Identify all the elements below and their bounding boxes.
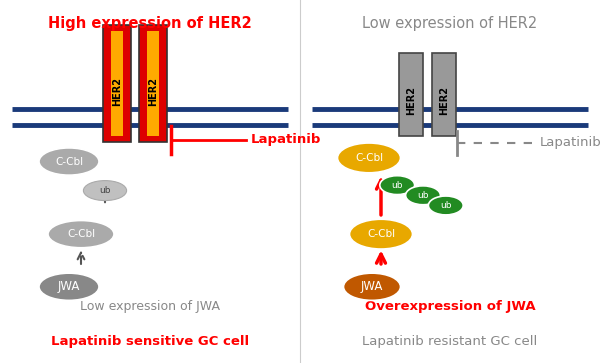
Ellipse shape bbox=[39, 148, 99, 175]
Text: HER2: HER2 bbox=[112, 77, 122, 106]
Text: C-Cbl: C-Cbl bbox=[355, 153, 383, 163]
Text: Lapatinib: Lapatinib bbox=[251, 133, 321, 146]
Ellipse shape bbox=[349, 219, 413, 249]
Ellipse shape bbox=[343, 273, 401, 301]
Text: Lapatinib resistant GC cell: Lapatinib resistant GC cell bbox=[362, 335, 538, 348]
Text: C-Cbl: C-Cbl bbox=[67, 229, 95, 239]
Text: C-Cbl: C-Cbl bbox=[367, 229, 395, 239]
Text: ub: ub bbox=[391, 181, 403, 189]
FancyBboxPatch shape bbox=[103, 25, 131, 142]
Text: Lapatinib: Lapatinib bbox=[540, 136, 600, 149]
Text: HER2: HER2 bbox=[439, 86, 449, 115]
Ellipse shape bbox=[406, 186, 440, 205]
Ellipse shape bbox=[83, 181, 127, 200]
Text: HER2: HER2 bbox=[148, 77, 158, 106]
FancyBboxPatch shape bbox=[432, 53, 456, 136]
Text: Overexpression of JWA: Overexpression of JWA bbox=[365, 300, 535, 313]
Text: ub: ub bbox=[417, 191, 429, 200]
FancyBboxPatch shape bbox=[111, 31, 123, 136]
FancyBboxPatch shape bbox=[399, 53, 423, 136]
Text: C-Cbl: C-Cbl bbox=[55, 156, 83, 167]
Text: JWA: JWA bbox=[58, 280, 80, 293]
Text: Low expression of HER2: Low expression of HER2 bbox=[362, 16, 538, 31]
Text: Lapatinib sensitive GC cell: Lapatinib sensitive GC cell bbox=[51, 335, 249, 348]
Ellipse shape bbox=[337, 143, 401, 173]
Ellipse shape bbox=[380, 176, 415, 195]
Text: Low expression of JWA: Low expression of JWA bbox=[80, 300, 220, 313]
Ellipse shape bbox=[39, 273, 99, 301]
Text: JWA: JWA bbox=[361, 280, 383, 293]
Ellipse shape bbox=[428, 196, 463, 215]
Text: ub: ub bbox=[99, 186, 111, 195]
Text: ub: ub bbox=[440, 201, 452, 210]
Ellipse shape bbox=[48, 220, 114, 248]
Text: High expression of HER2: High expression of HER2 bbox=[48, 16, 252, 31]
Text: HER2: HER2 bbox=[406, 86, 416, 115]
FancyBboxPatch shape bbox=[147, 31, 159, 136]
FancyBboxPatch shape bbox=[139, 25, 167, 142]
